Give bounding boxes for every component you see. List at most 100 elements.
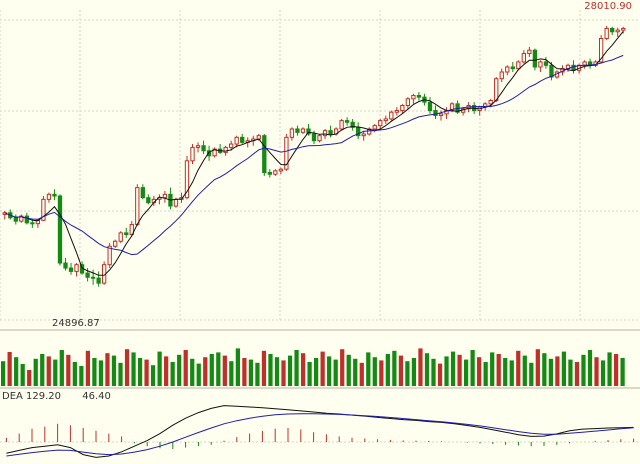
candle-body xyxy=(317,135,322,142)
volume-bar xyxy=(196,363,201,386)
volume-bar xyxy=(248,359,254,386)
candle-body xyxy=(240,136,245,143)
candle-body xyxy=(140,187,145,199)
candle-body xyxy=(604,27,609,39)
volume-bar xyxy=(40,354,45,386)
volume-bar xyxy=(294,350,299,386)
candle-body xyxy=(118,232,123,242)
volume-bar xyxy=(79,366,84,386)
candle-body xyxy=(135,187,140,225)
candle-body xyxy=(527,49,532,55)
volume-bar xyxy=(477,357,482,386)
volume-bar xyxy=(450,351,456,386)
candle-body xyxy=(344,120,350,123)
candle-body xyxy=(494,78,499,101)
volume-bar xyxy=(437,363,443,386)
volume-bar xyxy=(14,357,19,386)
volume-bar xyxy=(203,357,208,386)
candle-body xyxy=(278,168,284,172)
volume-bar xyxy=(98,360,104,386)
volume-bar xyxy=(483,362,488,386)
candle-body xyxy=(621,27,626,31)
volume-bar xyxy=(209,354,214,386)
candle-body xyxy=(383,118,388,122)
candle-body xyxy=(107,245,112,266)
volume-bar xyxy=(366,352,371,386)
volume-bar xyxy=(463,359,469,386)
candle-body xyxy=(267,172,272,175)
candle-body xyxy=(300,128,306,133)
volume-bar xyxy=(333,359,338,386)
candle-body xyxy=(129,223,134,236)
volume-bar xyxy=(300,353,306,386)
volume-bar xyxy=(105,353,110,386)
candle-body xyxy=(438,113,444,117)
candle-body xyxy=(229,143,234,148)
candle-body xyxy=(322,130,328,137)
macd-dea-label: DEA 129.20 xyxy=(2,391,62,402)
volume-bar xyxy=(574,362,580,386)
candle-body xyxy=(372,125,377,130)
volume-bar xyxy=(340,349,345,386)
candle-body xyxy=(234,136,239,145)
candle-body xyxy=(74,264,79,272)
candle-body xyxy=(162,193,168,199)
candle-body xyxy=(499,71,504,80)
volume-bar xyxy=(327,356,332,386)
candle-body xyxy=(549,64,554,78)
volume-bar xyxy=(594,357,599,386)
macd-dea-line xyxy=(6,413,634,457)
candle-body xyxy=(173,198,179,207)
volume-bar xyxy=(320,351,325,386)
volume-bar xyxy=(496,354,501,386)
candle-body xyxy=(510,66,515,70)
volume-bar xyxy=(274,357,280,386)
candle-body xyxy=(516,61,521,70)
volume-bar xyxy=(359,362,364,386)
volume-bar xyxy=(144,359,149,386)
candle-body xyxy=(46,193,52,200)
volume-bar xyxy=(281,360,286,386)
volume-bar xyxy=(516,350,521,386)
candle-body xyxy=(433,110,438,117)
volume-bar xyxy=(1,361,6,386)
candle-body xyxy=(13,217,18,222)
candle-body xyxy=(532,49,538,68)
volume-bar xyxy=(509,360,514,386)
volume-bar xyxy=(587,350,593,386)
candle-body xyxy=(411,94,416,100)
volume-bar xyxy=(470,350,475,386)
volume-bar xyxy=(235,348,240,386)
volume-bar xyxy=(53,359,58,386)
candle-body xyxy=(538,61,543,68)
volume-bar xyxy=(555,356,560,386)
candle-body xyxy=(610,27,615,33)
macd-legend: DEA 129.20 46.40 xyxy=(0,391,111,403)
volume-bar xyxy=(457,354,462,386)
volume-bar xyxy=(190,358,195,386)
volume-bar xyxy=(548,358,553,386)
candle-body xyxy=(615,29,620,33)
volume-bar xyxy=(490,352,495,386)
candle-body xyxy=(52,193,57,197)
candle-body xyxy=(262,135,267,174)
volume-bar xyxy=(346,354,351,386)
volume-bar xyxy=(431,358,436,386)
candle-body xyxy=(400,105,405,112)
volume-bar xyxy=(372,357,377,386)
volume-bar xyxy=(581,354,586,386)
volume-bar xyxy=(522,355,527,386)
volume-bar xyxy=(418,348,423,386)
volume-bar xyxy=(379,360,384,386)
volume-bar xyxy=(222,355,227,386)
volume-bar xyxy=(568,359,573,386)
candle-body xyxy=(543,61,549,66)
volume-bar xyxy=(268,354,273,386)
volume-bar xyxy=(170,362,175,386)
volume-bar xyxy=(424,353,430,386)
volume-bar xyxy=(398,355,404,386)
candle-body xyxy=(223,146,228,153)
candle-body xyxy=(311,133,317,142)
volume-bar xyxy=(59,350,64,386)
